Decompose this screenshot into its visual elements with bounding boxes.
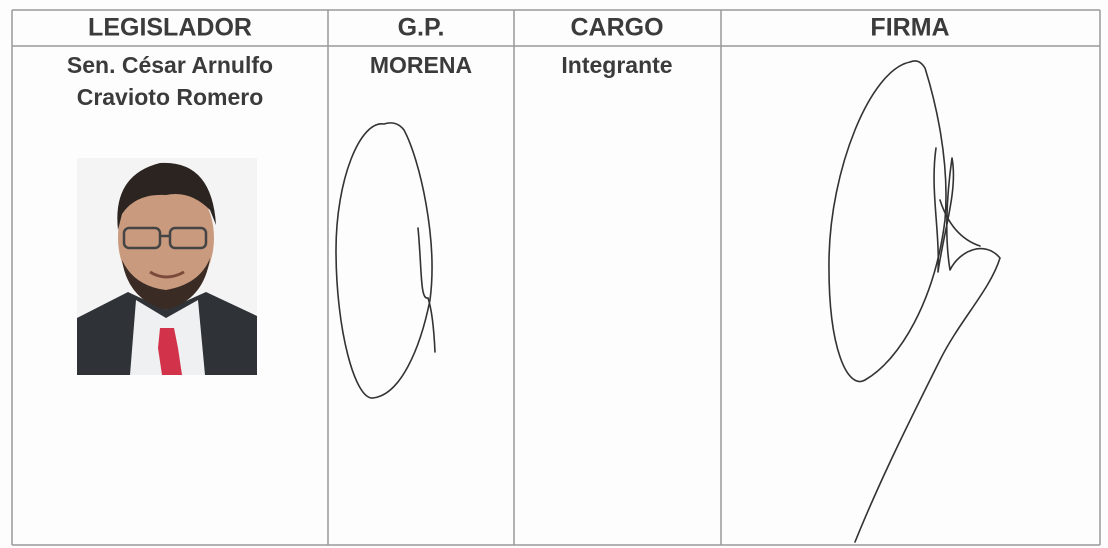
position: Integrante [561, 52, 672, 78]
legislator-name: Sen. César Arnulfo [67, 52, 273, 78]
header-cell: FIRMA [870, 14, 949, 42]
header-cell: LEGISLADOR [88, 14, 252, 42]
party: MORENA [370, 52, 472, 78]
portrait [77, 158, 257, 375]
signature-firma [828, 60, 1001, 543]
header-cell: G.P. [398, 14, 445, 42]
table-grid [11, 9, 1101, 546]
signature-gp [335, 122, 436, 399]
legislator-name: Cravioto Romero [77, 84, 264, 110]
header-cell: CARGO [570, 14, 663, 42]
